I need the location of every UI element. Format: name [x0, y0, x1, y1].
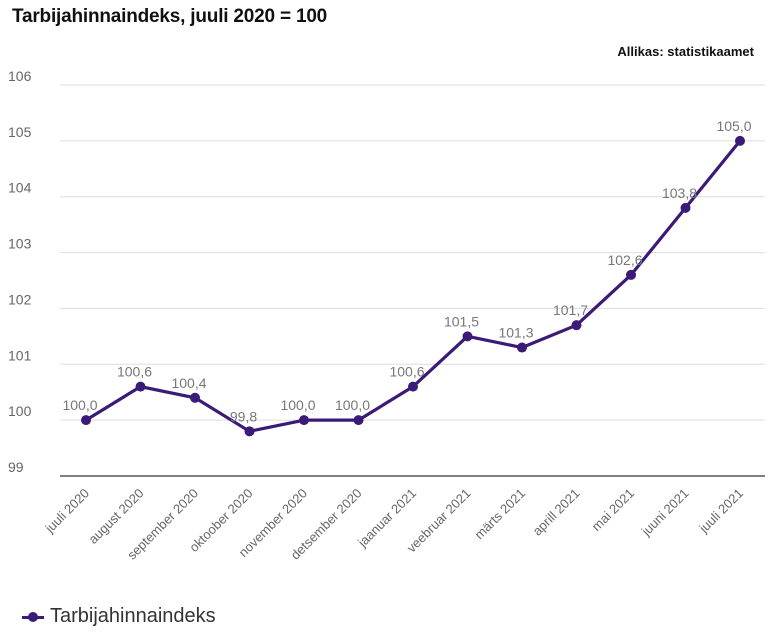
data-point: [135, 381, 146, 392]
data-point: [517, 342, 527, 353]
source-note: Allikas: statistikaamet: [617, 44, 754, 59]
data-point: [190, 392, 200, 403]
y-tick-label: 106: [8, 68, 32, 84]
legend-label: Tarbijahinnaindeks: [50, 605, 216, 627]
data-label: 100,6: [389, 364, 424, 380]
data-point: [462, 331, 473, 342]
data-point: [353, 415, 364, 426]
x-tick-label: juuli 2020: [41, 486, 92, 537]
data-label: 101,7: [553, 302, 588, 318]
data-label: 101,3: [498, 325, 533, 341]
x-tick-label: mai 2021: [589, 486, 637, 534]
legend[interactable]: Tarbijahinnaindeks: [22, 605, 216, 628]
y-tick-label: 101: [8, 347, 32, 363]
data-point: [735, 135, 745, 146]
data-label: 100,0: [280, 397, 315, 413]
data-label: 103,8: [662, 185, 697, 201]
data-point: [408, 381, 418, 392]
data-point: [680, 202, 691, 213]
data-point: [626, 269, 636, 280]
data-point: [571, 320, 582, 331]
legend-marker-icon: [22, 610, 44, 624]
y-tick-label: 100: [8, 403, 32, 419]
y-tick-label: 105: [8, 124, 32, 140]
y-tick-label: 99: [8, 459, 24, 475]
y-tick-label: 102: [8, 291, 32, 307]
data-label: 105,0: [716, 118, 751, 134]
x-tick-label: juuli 2021: [695, 486, 746, 537]
data-label: 100,6: [117, 364, 152, 380]
chart-title: Tarbijahinnaindeks, juuli 2020 = 100: [12, 6, 328, 27]
y-tick-label: 104: [8, 180, 32, 196]
y-tick-label: 103: [8, 236, 32, 252]
data-point: [299, 415, 309, 426]
data-label: 102,6: [607, 252, 642, 268]
data-label: 100,4: [171, 375, 206, 391]
data-point: [81, 415, 91, 426]
data-label: 100,0: [62, 397, 97, 413]
data-label: 99,8: [230, 408, 257, 424]
x-tick-label: märts 2021: [472, 486, 529, 543]
data-label: 100,0: [335, 397, 370, 413]
x-tick-label: juuni 2021: [638, 486, 692, 540]
data-label: 101,5: [444, 313, 479, 329]
data-point: [244, 426, 255, 437]
x-tick-label: aprill 2021: [530, 486, 583, 539]
